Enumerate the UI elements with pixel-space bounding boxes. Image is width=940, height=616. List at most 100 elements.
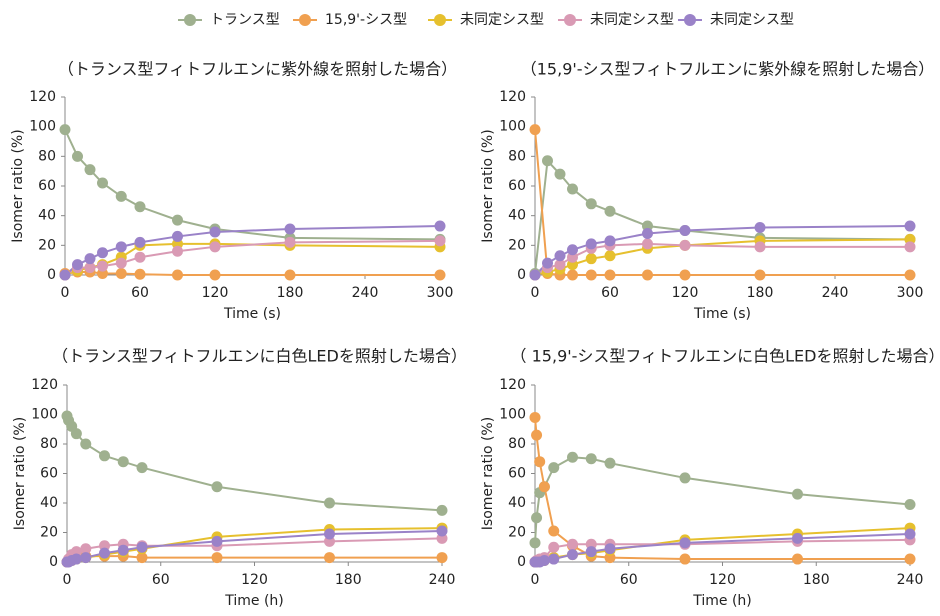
x-tick-label: 0 (63, 572, 72, 588)
data-point (554, 250, 566, 262)
x-tick-label: 120 (241, 572, 268, 588)
data-point (531, 512, 543, 524)
data-point (284, 269, 296, 281)
legend-marker (684, 14, 696, 26)
x-tick-label: 60 (152, 572, 170, 588)
data-point (172, 269, 183, 281)
series-line (534, 456, 911, 543)
x-tick-label: 60 (131, 285, 149, 301)
y-tick-label: 60 (40, 466, 58, 482)
x-tick-label: 240 (897, 572, 924, 588)
x-tick-label: 120 (672, 285, 699, 301)
y-tick-label: 0 (47, 267, 56, 283)
data-point (904, 269, 916, 281)
data-point (84, 262, 96, 274)
data-point (324, 528, 335, 540)
data-point (134, 236, 146, 248)
series-line (64, 239, 441, 276)
data-point (80, 543, 92, 555)
data-point (642, 227, 653, 239)
y-tick-label: 60 (508, 178, 526, 194)
legend-label: 未同定シス型 (590, 12, 674, 28)
data-point (604, 205, 616, 217)
data-point (80, 552, 92, 564)
y-tick-label: 20 (40, 525, 58, 541)
data-point (585, 269, 597, 281)
data-point (115, 268, 127, 280)
data-point (97, 177, 108, 189)
data-point (548, 553, 560, 565)
data-point (754, 222, 766, 234)
data-point (117, 456, 129, 468)
data-point (542, 257, 553, 269)
x-tick-label: 180 (747, 285, 774, 301)
series-line (534, 158, 911, 274)
data-point (904, 553, 916, 565)
data-point (567, 451, 578, 463)
data-point (904, 498, 916, 510)
series-line (64, 129, 441, 241)
x-axis-label: Time (s) (223, 306, 281, 322)
data-point (554, 168, 566, 180)
chart-title: （15,9'-シス型フィトフルエンに紫外線を照射した場合） (521, 60, 934, 79)
data-point (679, 537, 691, 549)
legend-label: 未同定シス型 (460, 12, 544, 28)
series-line (534, 238, 911, 276)
data-point (567, 244, 578, 256)
data-point (97, 260, 108, 272)
x-tick-label: 180 (277, 285, 304, 301)
data-point (172, 214, 183, 226)
data-point (604, 250, 616, 262)
data-point (529, 269, 541, 281)
x-tick-label: 300 (427, 285, 454, 301)
data-point (172, 245, 183, 257)
y-tick-label: 100 (31, 407, 58, 423)
x-tick-label: 180 (335, 572, 362, 588)
data-point (792, 532, 803, 544)
y-tick-label: 80 (508, 436, 526, 452)
data-point (136, 552, 148, 564)
y-tick-label: 0 (517, 554, 526, 570)
data-point (567, 269, 578, 281)
data-point (585, 198, 597, 210)
data-point (604, 269, 616, 281)
y-axis-label: Isomer ratio (%) (10, 129, 26, 242)
y-tick-label: 120 (499, 89, 526, 105)
x-tick-label: 60 (601, 285, 619, 301)
chart-title: （トランス型フィトフルエンに紫外線を照射した場合） (58, 60, 457, 79)
data-point (284, 236, 296, 248)
series-line (534, 225, 911, 276)
y-tick-label: 120 (29, 89, 56, 105)
data-point (99, 547, 110, 559)
data-point (115, 190, 127, 202)
legend-marker (299, 14, 311, 26)
x-tick-label: 240 (352, 285, 379, 301)
y-tick-label: 0 (49, 554, 58, 570)
data-point (548, 525, 560, 537)
data-point (324, 552, 335, 564)
data-point (529, 537, 541, 549)
data-point (792, 553, 803, 565)
data-point (211, 481, 223, 493)
y-axis-label: Isomer ratio (%) (12, 417, 28, 530)
y-tick-label: 100 (499, 407, 526, 423)
data-point (136, 462, 148, 474)
legend-label: 15,9'-シス型 (325, 12, 407, 28)
data-point (115, 257, 127, 269)
data-point (436, 504, 448, 516)
data-point (679, 225, 691, 236)
data-point (538, 555, 550, 567)
x-tick-label: 60 (620, 572, 638, 588)
y-tick-label: 40 (38, 208, 56, 224)
data-point (585, 238, 597, 250)
data-point (136, 541, 148, 553)
y-axis-label: Isomer ratio (%) (480, 129, 496, 242)
data-point (436, 552, 448, 564)
data-point (548, 462, 560, 474)
data-point (324, 497, 335, 509)
x-tick-label: 240 (429, 572, 456, 588)
data-point (529, 411, 541, 423)
data-point (531, 429, 543, 441)
y-tick-label: 0 (517, 267, 526, 283)
